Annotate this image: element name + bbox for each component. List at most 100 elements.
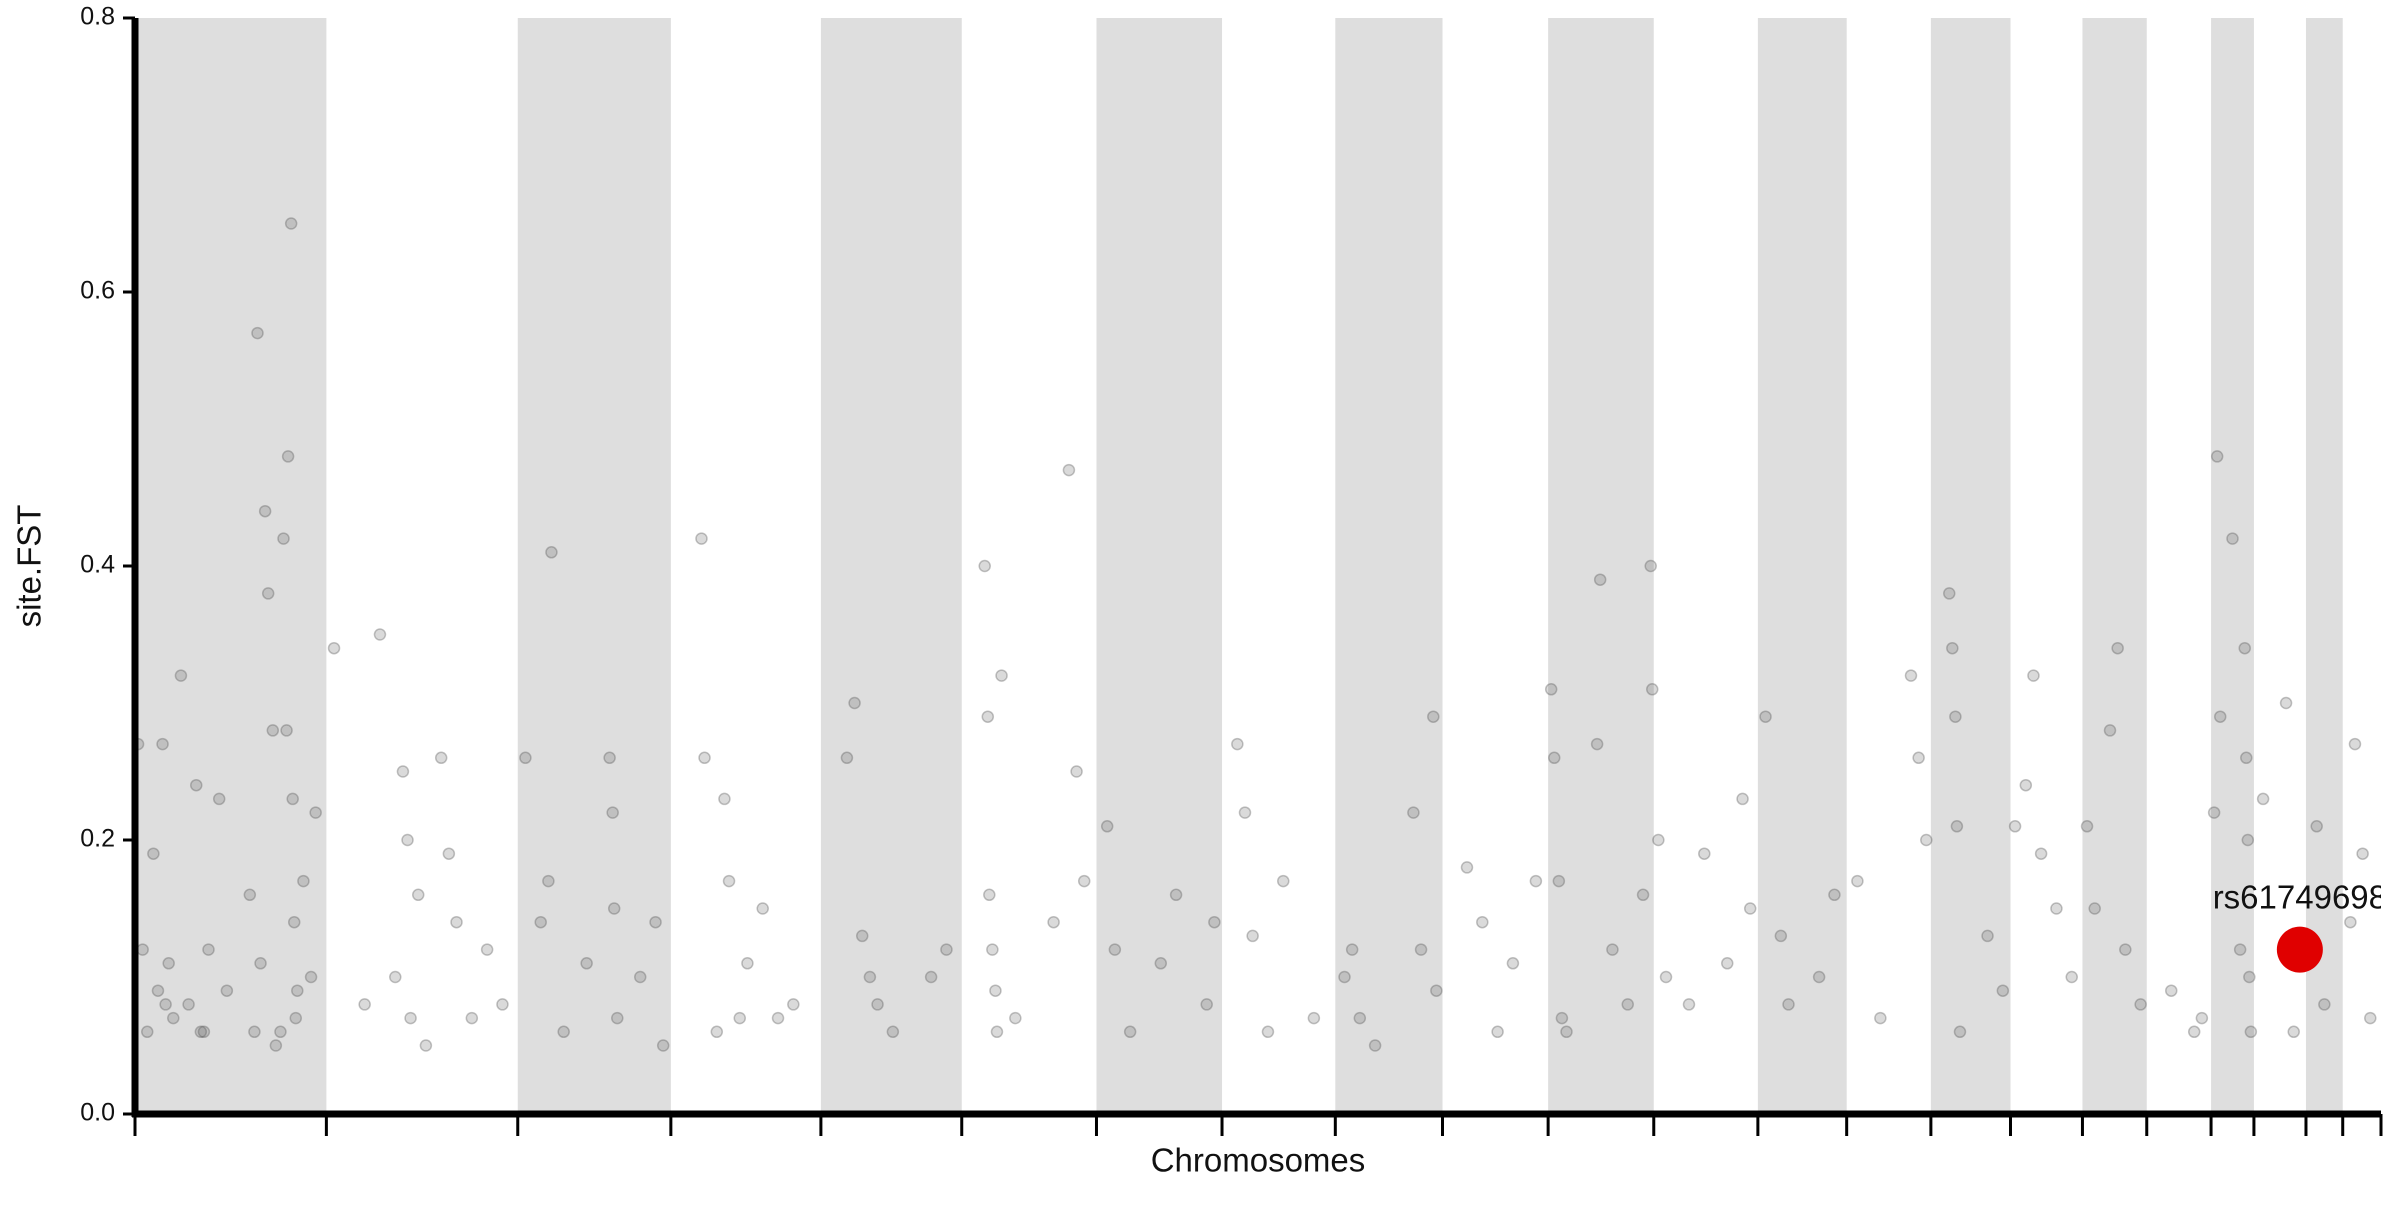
point [2207, 806, 2221, 819]
point [2034, 847, 2048, 860]
point [202, 943, 215, 956]
point [1476, 915, 1489, 929]
point [989, 984, 1002, 997]
point [2287, 1025, 2300, 1039]
point [1460, 861, 1474, 874]
chromosome-band [1757, 18, 1847, 1114]
point [1743, 902, 1757, 915]
point [940, 943, 953, 956]
point [545, 546, 558, 559]
point [1606, 943, 1619, 956]
point [1100, 820, 1114, 833]
point [1950, 820, 1964, 833]
highlight-label: rs61749698 [2213, 878, 2387, 915]
point [1644, 559, 1657, 573]
point [136, 943, 149, 956]
point [519, 751, 532, 765]
chromosome-band [1335, 18, 1443, 1114]
point [2050, 902, 2063, 915]
point [1782, 998, 1795, 1011]
point [480, 943, 494, 956]
point [1590, 737, 1604, 751]
point [1552, 874, 1566, 888]
point [1659, 970, 1673, 984]
chromosome-band [135, 18, 327, 1114]
point [603, 751, 616, 765]
point [159, 998, 172, 1011]
point [1828, 888, 1841, 902]
point [2213, 710, 2227, 723]
point [1123, 1025, 1137, 1039]
point [580, 957, 593, 970]
point [442, 847, 456, 860]
point [1062, 463, 1076, 477]
point [2080, 820, 2094, 833]
point [710, 1025, 724, 1039]
point [373, 628, 387, 641]
point [1338, 970, 1351, 984]
point [289, 1011, 303, 1025]
point [2111, 641, 2124, 655]
chromosome-band [2211, 18, 2254, 1114]
point [151, 984, 165, 997]
point [404, 1011, 417, 1025]
point [1912, 751, 1925, 765]
chromosome-band [2082, 18, 2147, 1114]
point [248, 1025, 261, 1039]
point [1261, 1025, 1275, 1039]
point [182, 998, 195, 1011]
point [1407, 806, 1420, 819]
point [1698, 847, 1711, 860]
point [2134, 998, 2147, 1011]
point [2008, 820, 2022, 833]
point [848, 696, 861, 710]
point [1812, 970, 1826, 984]
y-tick-label: 0.4 [80, 551, 115, 579]
point [147, 847, 160, 860]
point [1368, 1039, 1382, 1052]
point [1529, 874, 1543, 888]
point [1721, 957, 1734, 970]
point [419, 1039, 433, 1052]
point [1593, 573, 1607, 586]
point [309, 806, 322, 819]
axes: 0.0 0.2 0.4 0.6 0.8 [80, 3, 2383, 1136]
y-tick-label: 0.2 [80, 825, 115, 853]
points: rs61749698 [131, 217, 2387, 1052]
point [1077, 874, 1091, 888]
point [2310, 820, 2323, 833]
point [607, 902, 621, 915]
point [496, 998, 509, 1011]
point [2356, 847, 2369, 860]
chromosome-band [517, 18, 671, 1114]
point [886, 1025, 900, 1039]
point [174, 669, 188, 682]
point [983, 888, 996, 902]
point [1874, 1011, 1887, 1025]
point [2318, 998, 2331, 1011]
point [1009, 1011, 1022, 1025]
y-tick-label: 0.6 [80, 277, 115, 305]
point [1544, 683, 1558, 696]
point [787, 998, 800, 1011]
point [1953, 1025, 1967, 1039]
point [2226, 532, 2239, 545]
point [722, 874, 736, 888]
point [2241, 833, 2255, 847]
point [1427, 710, 1440, 723]
point [197, 1025, 211, 1039]
point [2279, 696, 2293, 710]
point [1736, 792, 1749, 806]
point [281, 450, 295, 463]
point [2165, 984, 2178, 997]
point [871, 998, 884, 1011]
point [2240, 751, 2253, 765]
point [1047, 915, 1060, 929]
point [1238, 806, 1252, 819]
point [1353, 1011, 1367, 1025]
point [733, 1011, 747, 1025]
point [695, 532, 708, 545]
point [1345, 943, 1359, 956]
bands [135, 18, 2343, 1114]
x-axis-title: Chromosomes [1151, 1142, 1366, 1179]
